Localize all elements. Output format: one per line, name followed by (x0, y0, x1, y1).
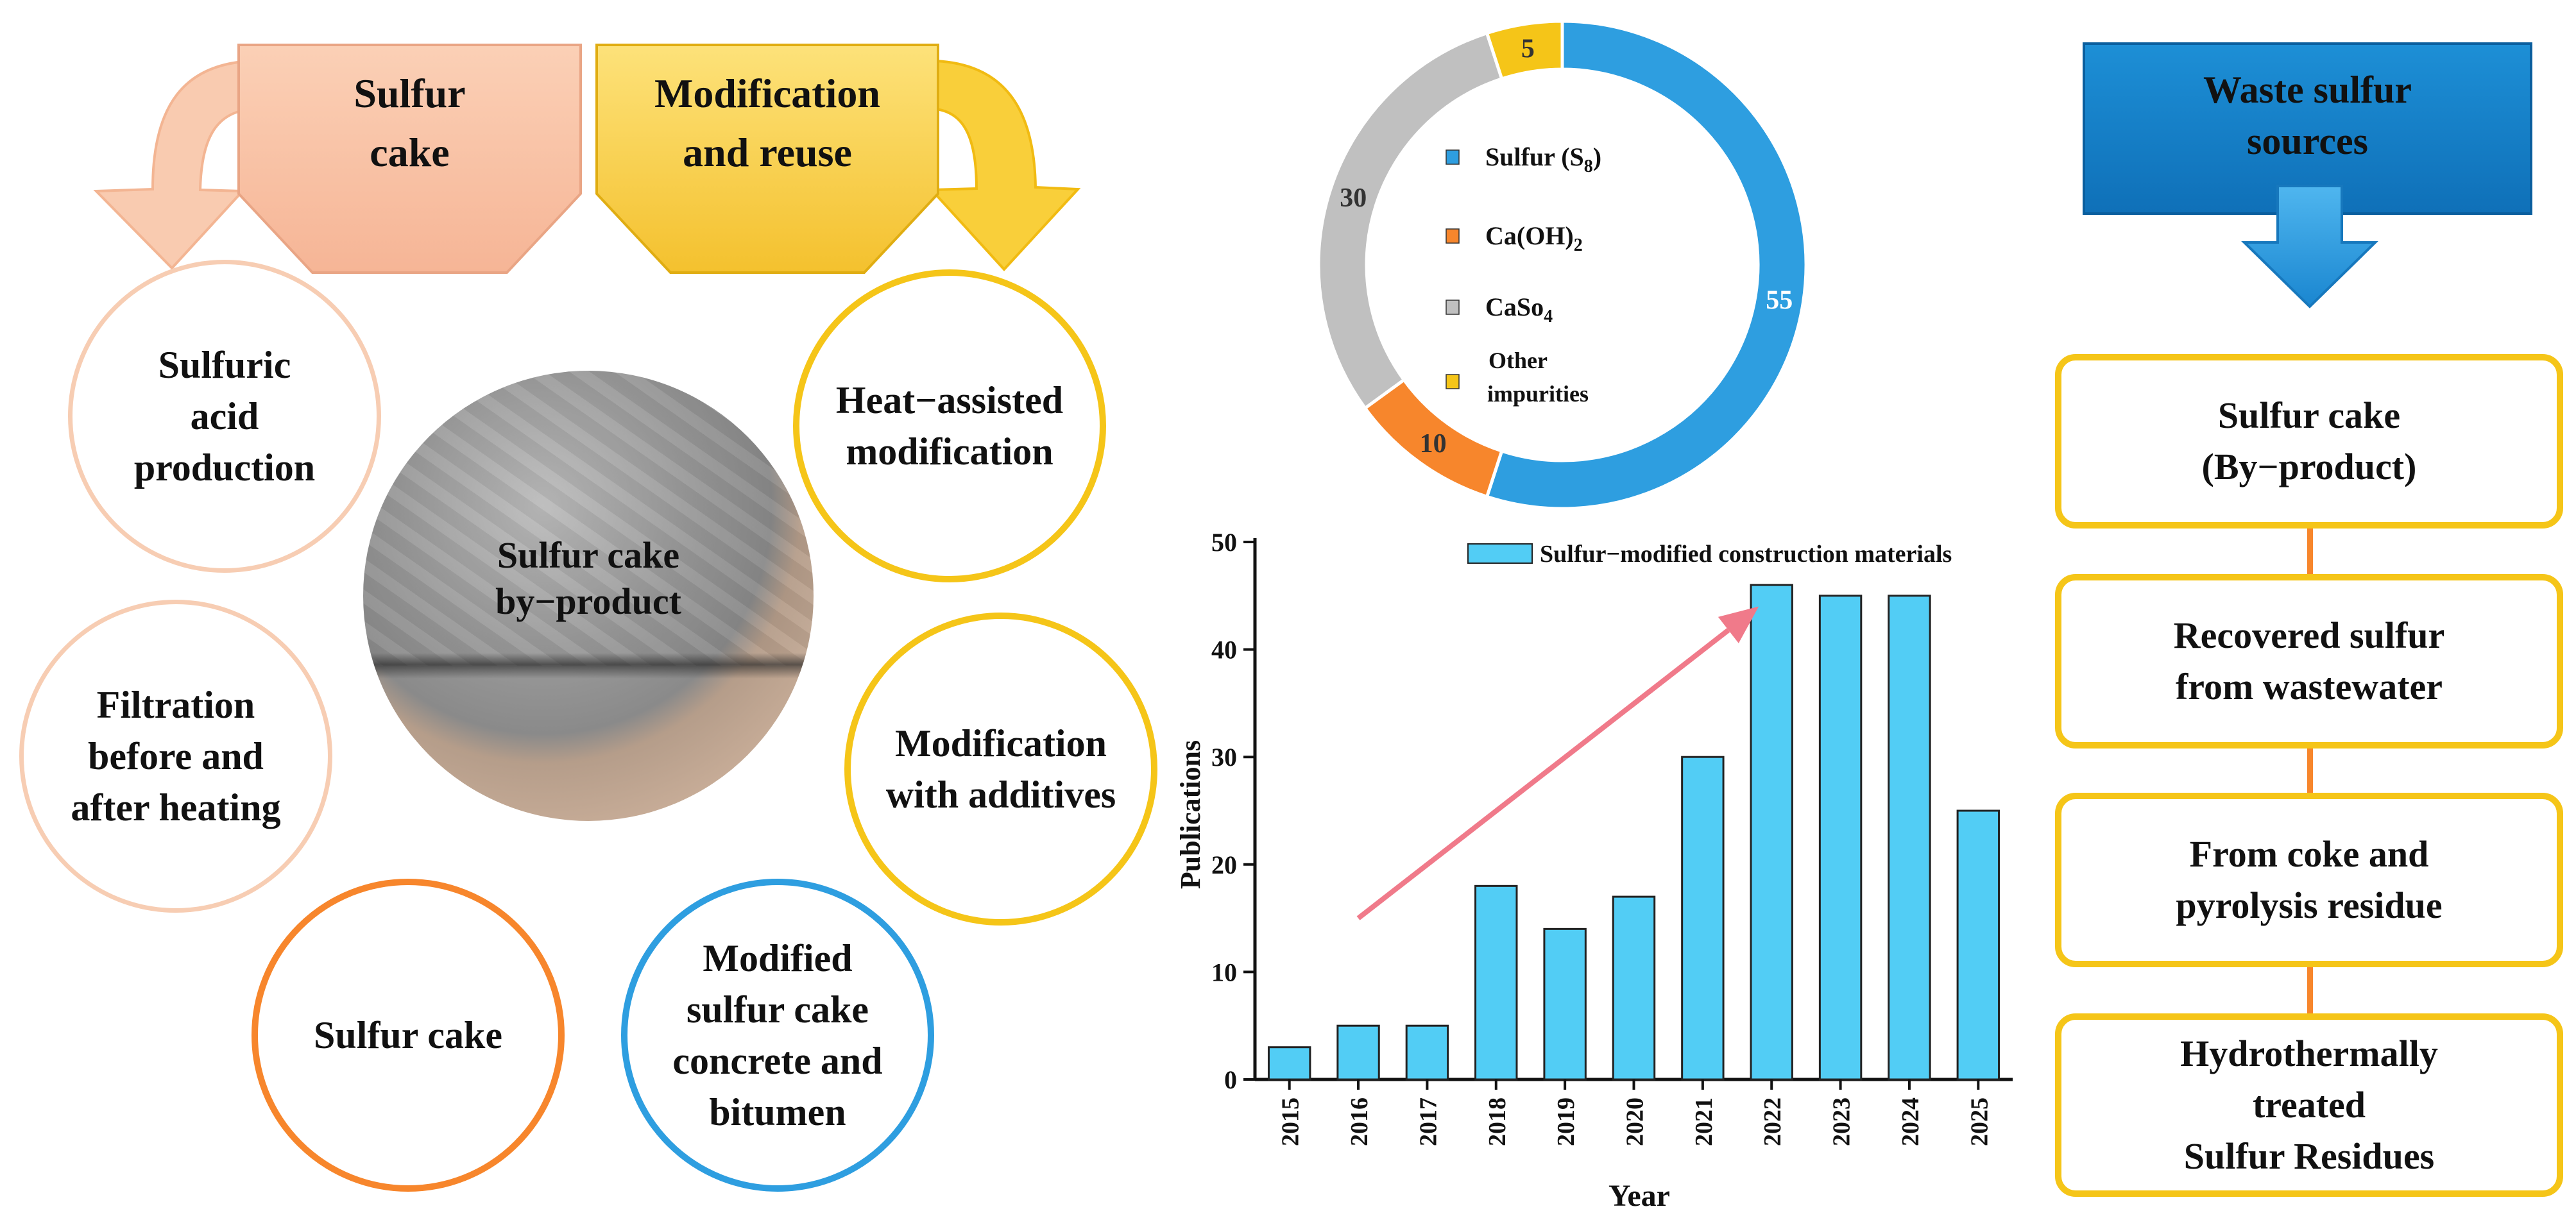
down-arrow-icon (2241, 185, 2378, 309)
legend-label-sulfur: Sulfur (S8) (1485, 142, 1601, 176)
sulfur-cake-photo (363, 371, 814, 821)
donut-segment-label: 5 (1521, 35, 1535, 64)
modification-banner: Modification and reuse (654, 71, 880, 175)
donut-segment (1317, 31, 1504, 410)
connector-line (2307, 527, 2313, 580)
bar-legend: Sulfur−modified construction materials (1467, 541, 1952, 568)
legend-label-other-2: impurities (1487, 381, 1589, 407)
bar-legend-label: Sulfur−modified construction materials (1540, 541, 1952, 568)
bar-2025 (1956, 809, 2000, 1081)
donut-segment-label: 10 (1420, 429, 1447, 459)
circle-additives: Modification with additives (844, 613, 1157, 926)
trend-arrow-head-icon (1718, 606, 1759, 643)
photo-label: Sulfur cake by−product (495, 534, 681, 622)
circle-filtration: Filtration before and after heating (19, 600, 332, 913)
donut-segment-label: 55 (1766, 286, 1793, 316)
trend-arrow-icon (1356, 628, 1730, 920)
x-tick-label: 2020 (1622, 1097, 1649, 1146)
x-tick-label: 2016 (1346, 1097, 1373, 1146)
bar-xlabel: Year (1608, 1179, 1670, 1213)
legend-label-other-1: Other (1488, 348, 1548, 373)
y-tick-label: 50 (1211, 528, 1237, 557)
donut-segment-label: 30 (1340, 183, 1367, 213)
sulfur-cake-banner-shape (237, 44, 582, 274)
source-box-sulfur-cake: Sulfur cake (By−product) (2055, 354, 2563, 529)
legend-swatch-sulfur (1446, 149, 1460, 165)
bar-ylabel: Publications (1175, 740, 1206, 889)
bar-2022 (1750, 584, 1793, 1081)
y-tick-label: 30 (1211, 743, 1237, 772)
curved-arrow-left-icon (93, 59, 253, 270)
legend-label-caoh: Ca(OH)2 (1485, 221, 1583, 255)
sulfur-cake-banner: Sulfur cake (354, 71, 466, 175)
bar-2017 (1405, 1024, 1449, 1081)
bar-2020 (1612, 895, 1656, 1081)
source-box-coke: From coke and pyrolysis residue (2055, 793, 2563, 967)
donut-legend: Sulfur (S8) Ca(OH)2 CaSo4 Other impuriti… (1446, 142, 1601, 407)
circle-heat-assisted: Heat−assisted modification (793, 269, 1106, 582)
connector-line (2307, 964, 2313, 1017)
x-tick-label: 2018 (1484, 1097, 1511, 1146)
legend-swatch-other (1446, 374, 1460, 389)
x-tick-label: 2024 (1897, 1097, 1924, 1146)
x-tick-label: 2015 (1277, 1097, 1304, 1146)
donut-segment (1485, 19, 1808, 511)
bar-2019 (1543, 927, 1587, 1081)
legend-label-caso: CaSo4 (1485, 292, 1553, 326)
x-tick-label: 2019 (1553, 1097, 1580, 1146)
x-tick-label: 2023 (1829, 1097, 1855, 1146)
bar-2016 (1336, 1024, 1380, 1081)
x-tick-label: 2017 (1415, 1097, 1442, 1146)
x-tick-label: 2022 (1759, 1097, 1786, 1146)
bar-2023 (1818, 595, 1863, 1081)
circle-sulfur-cake: Sulfur cake (252, 879, 565, 1192)
connector-line (2307, 746, 2313, 799)
waste-sulfur-header: Waste sulfur sources (2203, 69, 2412, 162)
legend-swatch-caoh (1446, 228, 1460, 244)
modification-banner-shape (595, 44, 939, 274)
y-tick-label: 0 (1224, 1065, 1237, 1094)
waste-sulfur-header-shape (2083, 42, 2532, 215)
bar-2024 (1888, 595, 1931, 1081)
source-box-wastewater: Recovered sulfur from wastewater (2055, 574, 2563, 749)
y-tick-label: 20 (1211, 850, 1237, 879)
y-tick-label: 40 (1211, 636, 1237, 664)
y-tick-label: 10 (1211, 958, 1237, 986)
donut-segment (1485, 19, 1564, 81)
source-box-hydrothermal: Hydrothermally treated Sulfur Residues (2055, 1013, 2563, 1197)
curved-arrow-right-icon (928, 59, 1081, 271)
circle-sulfuric-acid: Sulfuric acid production (68, 260, 381, 573)
bar-2018 (1474, 884, 1518, 1081)
x-tick-label: 2021 (1691, 1097, 1718, 1146)
bar-2015 (1267, 1046, 1311, 1081)
circle-modified-concrete: Modified sulfur cake concrete and bitume… (621, 879, 934, 1192)
bar-legend-swatch (1467, 543, 1533, 564)
x-tick-label: 2025 (1966, 1097, 1993, 1146)
legend-swatch-caso (1446, 300, 1460, 315)
bar-2021 (1681, 756, 1725, 1081)
